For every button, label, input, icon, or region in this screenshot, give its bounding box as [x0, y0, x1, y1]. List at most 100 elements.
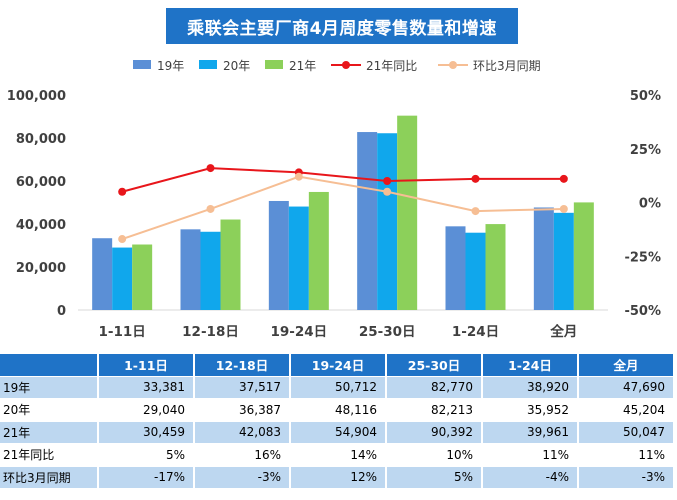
- table-cell: 82,213: [387, 399, 483, 422]
- table-cell: 45,204: [579, 399, 675, 422]
- table-cell: 36,387: [195, 399, 291, 422]
- legend-swatch: [199, 60, 217, 69]
- lines: [118, 164, 568, 244]
- legend-label: 环比3月同期: [473, 59, 541, 73]
- series-point: [471, 174, 480, 183]
- category-label: 25-30日: [359, 324, 416, 340]
- series-point: [294, 172, 303, 181]
- legend-marker: [449, 61, 457, 69]
- series-point: [383, 187, 392, 196]
- category-label: 12-18日: [182, 324, 239, 340]
- bars: [92, 115, 594, 311]
- left-tick-label: 80,000: [16, 132, 66, 147]
- table-cell: 42,083: [195, 421, 291, 444]
- bar: [573, 202, 594, 310]
- legend-item: 21年: [265, 59, 316, 73]
- bar: [553, 212, 574, 310]
- right-tick-label: 50%: [630, 89, 661, 104]
- table-header-cell: 1-11日: [99, 354, 195, 377]
- table-row-label: 21年同比: [0, 444, 99, 467]
- legend-label: 20年: [223, 59, 250, 73]
- table-cell: 38,920: [483, 376, 579, 399]
- bar: [92, 238, 113, 310]
- legend-swatch: [133, 60, 151, 69]
- legend-label: 21年: [289, 59, 316, 73]
- left-tick-label: 100,000: [7, 89, 66, 104]
- table-header-cell: 19-24日: [291, 354, 387, 377]
- right-tick-label: -50%: [624, 304, 661, 319]
- table-cell: 48,116: [291, 399, 387, 422]
- table-cell: 35,952: [483, 399, 579, 422]
- table-cell: 37,517: [195, 376, 291, 399]
- legend-swatch: [265, 60, 283, 69]
- axes: 0 20,000 40,000 60,000 80,000 100,000 -50% -25%…: [7, 89, 661, 340]
- table-row-label: 20年: [0, 399, 99, 422]
- legend-item: 21年同比: [331, 59, 417, 73]
- table-cell: 12%: [291, 466, 387, 489]
- series-point: [471, 207, 480, 216]
- table-cell: 50,047: [579, 421, 675, 444]
- series-line: [121, 167, 564, 193]
- bar: [112, 247, 133, 310]
- bar: [377, 133, 398, 310]
- bar: [485, 224, 506, 310]
- table-cell: 39,961: [483, 421, 579, 444]
- table-cell: 30,459: [99, 421, 195, 444]
- bar: [200, 231, 221, 310]
- table-corner-cell: [0, 354, 99, 377]
- bar: [180, 229, 201, 310]
- table-header-cell: 12-18日: [195, 354, 291, 377]
- left-tick-label: 60,000: [16, 175, 66, 190]
- table-header-row: 1-11日 12-18日 19-24日 25-30日 1-24日 全月: [0, 354, 675, 377]
- series-point: [559, 174, 568, 183]
- bar: [308, 191, 329, 310]
- table-cell: 11%: [579, 444, 675, 467]
- table-row: 21年 30,459 42,083 54,904 90,392 39,961 50,047: [0, 421, 675, 444]
- table-cell: 16%: [195, 444, 291, 467]
- table-row-label: 19年: [0, 376, 99, 399]
- series-line: [121, 175, 564, 240]
- table-cell: -3%: [579, 466, 675, 489]
- table-cell: 14%: [291, 444, 387, 467]
- table-row: 21年同比 5% 16% 14% 10% 11% 11%: [0, 444, 675, 467]
- table-cell: -17%: [99, 466, 195, 489]
- legend-item: 19年: [133, 59, 184, 73]
- table-cell: -3%: [195, 466, 291, 489]
- table-cell: 82,770: [387, 376, 483, 399]
- series-point: [118, 187, 127, 196]
- table-cell: 10%: [387, 444, 483, 467]
- series-point: [206, 164, 215, 173]
- bar: [533, 207, 554, 310]
- chart-title: 乘联会主要厂商4月周度零售数量和增速: [166, 8, 518, 44]
- bar: [220, 219, 241, 310]
- series-point: [559, 204, 568, 213]
- bar: [288, 206, 309, 310]
- legend-item: 20年: [199, 59, 250, 73]
- bar: [445, 226, 466, 310]
- left-tick-label: 20,000: [16, 261, 66, 276]
- table-cell: 33,381: [99, 376, 195, 399]
- category-label: 1-11日: [99, 324, 146, 340]
- table-row: 19年 33,381 37,517 50,712 82,770 38,920 47,690: [0, 376, 675, 399]
- table-row: 环比3月同期 -17% -3% 12% 5% -4% -3%: [0, 466, 675, 489]
- table-header-cell: 全月: [579, 354, 675, 377]
- right-tick-label: -25%: [624, 250, 661, 265]
- legend-marker: [342, 61, 350, 69]
- table-cell: 5%: [387, 466, 483, 489]
- bar: [357, 132, 378, 310]
- right-tick-label: 25%: [630, 143, 661, 158]
- chart-area: 19年 20年 21年 21年同比 环比3月同期 0 20,000 40,000 60,000…: [7, 59, 661, 340]
- table-cell: 54,904: [291, 421, 387, 444]
- category-label: 19-24日: [270, 324, 327, 340]
- series-point: [206, 204, 215, 213]
- table-row-label: 环比3月同期: [0, 466, 99, 489]
- bar: [397, 115, 418, 311]
- table-header-cell: 25-30日: [387, 354, 483, 377]
- category-label: 1-24日: [452, 324, 499, 340]
- table-cell: 90,392: [387, 421, 483, 444]
- table-cell: 11%: [483, 444, 579, 467]
- right-tick-label: 0%: [639, 197, 661, 212]
- category-label: 全月: [549, 323, 577, 340]
- table-cell: -4%: [483, 466, 579, 489]
- table-row-label: 21年: [0, 421, 99, 444]
